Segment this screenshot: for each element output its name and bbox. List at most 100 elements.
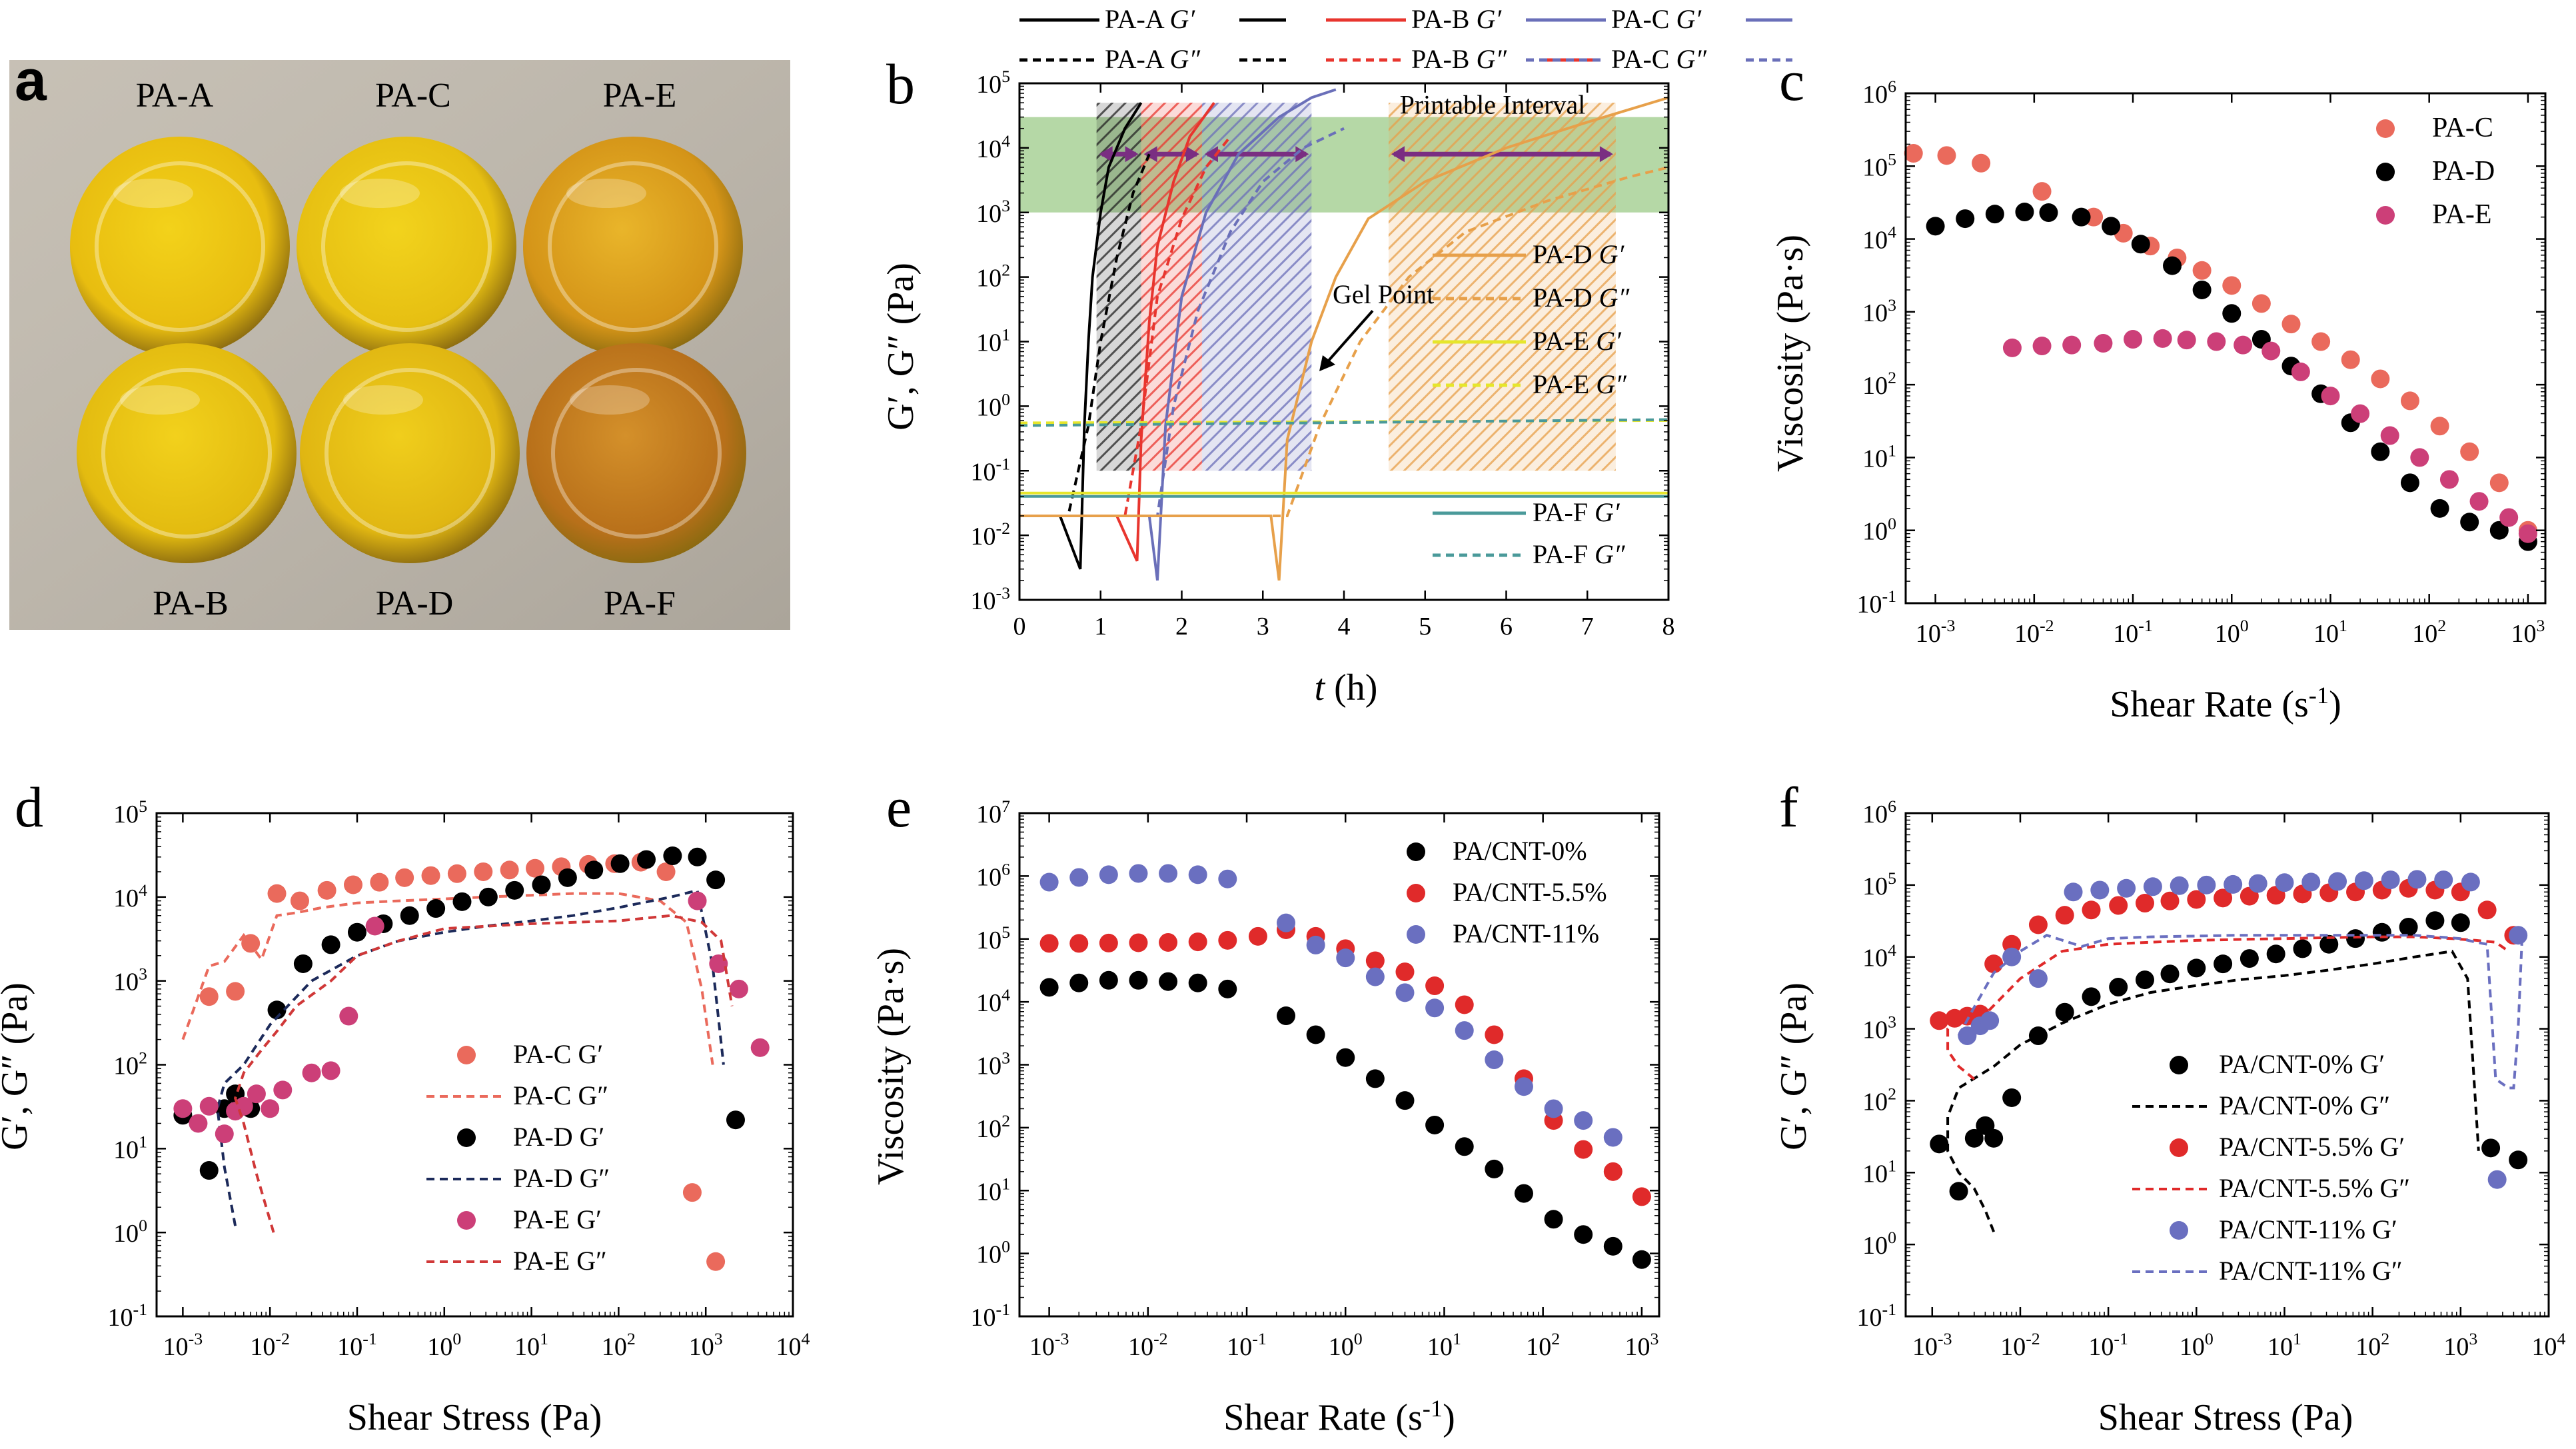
x-tick-label: 103 [689,1329,723,1361]
sample-discs [70,137,746,563]
y-tick-label: 105 [1862,868,1896,900]
marker-pa-c-g- [706,1252,726,1271]
marker-pa-cnt-0-g- [2240,949,2259,968]
x-tick-label: 10-1 [2113,616,2153,648]
gel-point-label: Gel Point [1333,279,1434,309]
marker-pa-cnt-11- [1574,1111,1593,1130]
marker-pa-cnt-11- [1336,948,1355,968]
marker-pa-cnt-5-5- [1039,934,1059,953]
y-tick-label: 10-3 [970,583,1010,615]
marker-pa-cnt-0- [1218,979,1237,998]
marker-pa-c-g- [474,862,493,881]
marker-pa-d-g- [636,850,656,869]
sample-disc-rim-pa-e [548,161,718,332]
marker-pa-cnt-0-g- [2160,964,2180,984]
plot-frame [1904,812,2550,1318]
y-tick-label: 100 [1862,514,1896,546]
marker-pa-d [2430,499,2449,518]
x-tick-label: 10-2 [2014,616,2054,648]
marker-pa-cnt-11-g- [2197,875,2216,894]
marker-pa-e-g- [189,1114,208,1133]
marker-pa-cnt-5-5- [1395,962,1415,982]
marker-pa-e [2002,338,2022,357]
y-tick-label: 10-1 [970,1300,1010,1332]
x-tick-label: 10-3 [1029,1329,1069,1361]
curve-pa-cnt-5-5-g- [1946,935,2509,1080]
marker-pa-e-g- [750,1038,770,1057]
marker-pa-d-g- [400,906,419,925]
interval-arrow-head [1204,146,1218,163]
y-tick-label: 100 [1862,1228,1896,1260]
y-tick-label: 107 [976,796,1010,828]
marker-pa-cnt-11-g- [2028,969,2048,988]
marker-pa-cnt-0- [1485,1159,1504,1178]
marker-pa-cnt-0- [1129,970,1148,990]
series-pa-b-g- [1019,102,1215,562]
gel-point-arrow [1321,309,1374,369]
marker-pa-e-g- [321,1061,340,1080]
marker-pa-c [1972,153,1991,173]
marker-pa-cnt-0- [1455,1137,1474,1156]
marker-pa-cnt-0-g- [2372,922,2391,942]
curve-pa-d-g- [216,888,725,1226]
marker-pa-e-g- [247,1084,266,1104]
panel-letter-a: a [15,49,47,113]
marker-pa-cnt-11-g- [2170,876,2189,895]
marker-pa-cnt-0-g- [2109,978,2128,997]
marker-pa-cnt-5-5- [1632,1187,1651,1206]
y-tick-label: 10-1 [970,454,1010,486]
marker-pa-d [2163,256,2182,275]
x-tick-label: 102 [1526,1329,1560,1361]
marker-pa-c [2222,276,2242,295]
legend-label: PA-E G″ [1533,369,1627,399]
photo-label-pa-f: PA-F [604,585,676,623]
marker-pa-cnt-5-5- [1574,1140,1593,1159]
legend-marker [2170,1056,2188,1074]
marker-pa-cnt-11-g- [2407,870,2427,889]
panel-c: c 10-1 100 101 102 103 104 105 106 10-3 10-2 10-1 10… [1770,49,2547,725]
marker-pa-d [2489,521,2509,540]
legend-label: PA/CNT-5.5% [1453,877,1607,907]
legend-marker [1407,884,1425,902]
marker-pa-e [2321,387,2340,406]
marker-pa-cnt-5-5- [1099,933,1118,952]
series-pa-f-g- [1019,418,1669,427]
marker-pa-cnt-0-g- [2346,929,2365,948]
legend-label: PA/CNT-11% G″ [2219,1256,2403,1286]
y-tick-label: 105 [976,67,1010,99]
marker-pa-c-g- [421,866,440,885]
legend-label: PA-A G′ [1105,4,1195,34]
marker-pa-cnt-5-5-g- [2135,894,2154,913]
x-tick-label: 104 [776,1329,810,1361]
legend-label: PA-D G″ [1533,283,1630,313]
marker-pa-e [2291,362,2310,381]
sample-disc-pa-f [526,343,746,563]
marker-pa-cnt-0-g- [2425,911,2445,930]
marker-pa-c [2311,332,2331,351]
x-tick-label: 0 [1013,613,1026,641]
legend-label: PA-F G″ [1533,539,1626,569]
marker-pa-c-g- [682,1183,702,1202]
marker-pa-cnt-11- [1099,865,1118,884]
x-axis-label: Shear Stress (Pa) [347,1397,602,1438]
marker-pa-cnt-0-g- [2293,939,2312,958]
panel-letter-f: f [1779,775,1798,839]
marker-pa-cnt-5-5-g- [2028,915,2048,934]
legend-marker [2376,206,2395,225]
marker-pa-cnt-11- [1277,913,1296,932]
legend-label: PA/CNT-0% G″ [2219,1090,2390,1120]
marker-pa-d-g- [663,846,682,866]
x-tick-label: 4 [1338,613,1351,641]
marker-pa-cnt-11-g- [1980,1011,2000,1030]
x-tick-label: 6 [1500,613,1513,641]
marker-pa-e-g- [273,1080,293,1100]
marker-pa-cnt-11- [1188,865,1207,884]
marker-pa-cnt-0- [1603,1236,1622,1256]
sample-disc-pa-c [297,137,516,357]
y-tick-label: 101 [1862,441,1896,473]
x-tick-label: 101 [1427,1329,1461,1361]
marker-pa-cnt-0-g- [1949,1182,1968,1201]
marker-pa-cnt-5-5- [1188,932,1207,952]
panel-b: b 10-3 10-2 10-1 100 101 102 103 104 105 0 1 2 3 4 5 6 7 8… [880,4,1792,709]
marker-pa-cnt-0-g- [2399,917,2418,936]
